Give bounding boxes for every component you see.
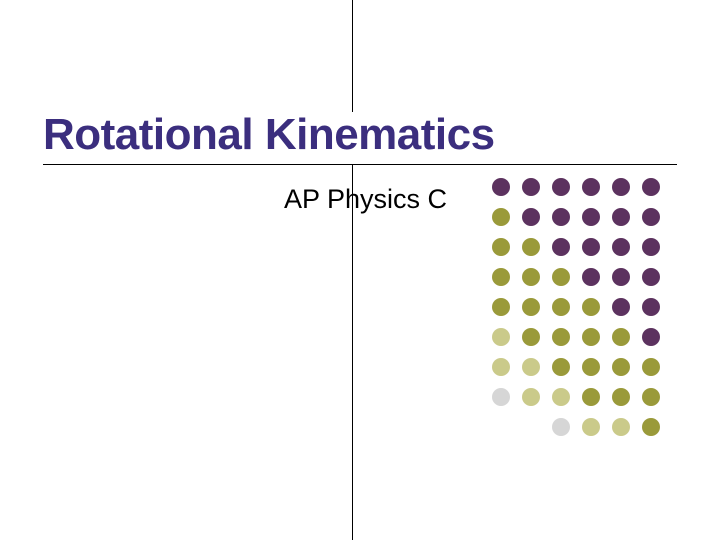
decorative-dot xyxy=(552,328,570,346)
decorative-dot xyxy=(642,178,660,196)
decorative-dot xyxy=(612,358,630,376)
decorative-dot xyxy=(492,388,510,406)
decorative-dot xyxy=(642,418,660,436)
vertical-divider-bottom xyxy=(352,165,353,540)
decorative-dot xyxy=(612,208,630,226)
decorative-dot xyxy=(522,238,540,256)
decorative-dot xyxy=(642,208,660,226)
decorative-dot xyxy=(492,238,510,256)
dot-row xyxy=(492,178,660,196)
decorative-dot xyxy=(642,358,660,376)
decorative-dot xyxy=(552,388,570,406)
dot-row xyxy=(492,298,660,316)
dot-row xyxy=(492,388,660,406)
decorative-dot xyxy=(552,298,570,316)
decorative-dot xyxy=(582,418,600,436)
vertical-divider-top xyxy=(352,0,353,112)
decorative-dot xyxy=(522,268,540,286)
decorative-dot xyxy=(642,298,660,316)
decorative-dot xyxy=(612,328,630,346)
decorative-dot xyxy=(552,238,570,256)
decorative-dot xyxy=(492,178,510,196)
decorative-dot-grid xyxy=(492,178,660,448)
dot-row xyxy=(492,418,660,436)
slide-subtitle: AP Physics C xyxy=(284,184,447,215)
decorative-dot xyxy=(522,328,540,346)
decorative-dot xyxy=(642,238,660,256)
decorative-dot xyxy=(522,178,540,196)
decorative-dot xyxy=(582,328,600,346)
dot-row xyxy=(492,238,660,256)
dot-row xyxy=(492,208,660,226)
decorative-dot xyxy=(612,178,630,196)
decorative-dot xyxy=(582,268,600,286)
decorative-dot xyxy=(552,178,570,196)
decorative-dot xyxy=(552,208,570,226)
decorative-dot xyxy=(522,208,540,226)
dot-row xyxy=(492,358,660,376)
decorative-dot xyxy=(492,358,510,376)
decorative-dot xyxy=(522,298,540,316)
decorative-dot xyxy=(492,328,510,346)
decorative-dot xyxy=(492,298,510,316)
decorative-dot xyxy=(612,418,630,436)
decorative-dot xyxy=(612,298,630,316)
decorative-dot xyxy=(612,268,630,286)
decorative-dot xyxy=(612,238,630,256)
decorative-dot xyxy=(522,388,540,406)
dot-row xyxy=(492,328,660,346)
decorative-dot xyxy=(612,388,630,406)
decorative-dot xyxy=(642,328,660,346)
decorative-dot xyxy=(582,178,600,196)
decorative-dot xyxy=(642,268,660,286)
decorative-dot xyxy=(552,268,570,286)
decorative-dot xyxy=(642,388,660,406)
slide-title: Rotational Kinematics xyxy=(43,110,495,160)
decorative-dot xyxy=(582,358,600,376)
decorative-dot xyxy=(552,418,570,436)
decorative-dot xyxy=(552,358,570,376)
decorative-dot xyxy=(582,388,600,406)
decorative-dot xyxy=(582,238,600,256)
decorative-dot xyxy=(522,358,540,376)
horizontal-divider xyxy=(43,164,677,165)
decorative-dot xyxy=(582,208,600,226)
decorative-dot xyxy=(492,268,510,286)
dot-row xyxy=(492,268,660,286)
decorative-dot xyxy=(582,298,600,316)
decorative-dot xyxy=(492,208,510,226)
